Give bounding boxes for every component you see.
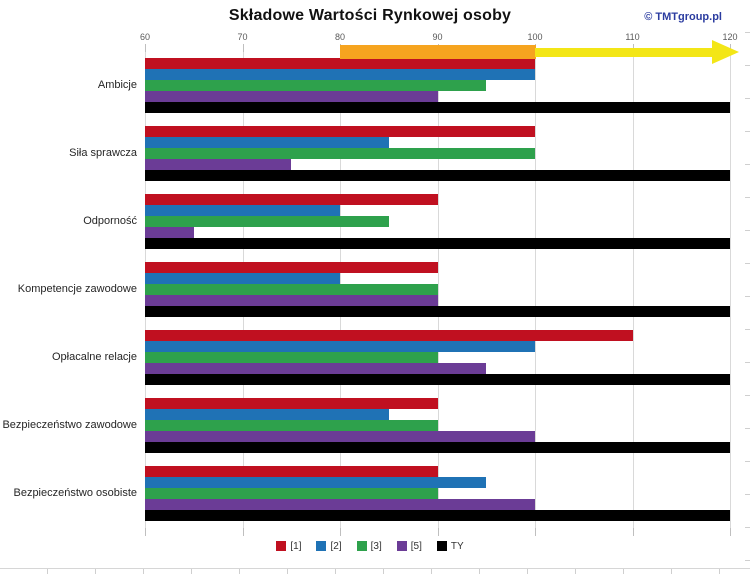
legend-item: [1] — [276, 541, 301, 552]
bar-5-3 — [145, 227, 194, 238]
bar-3-5 — [145, 352, 438, 363]
gridline — [437, 52, 439, 528]
bar-1-3 — [145, 194, 438, 205]
legend-swatch-icon — [356, 541, 367, 551]
bar-2-5 — [145, 341, 535, 352]
x-axis-tick-mark — [242, 44, 244, 52]
bar-2-1 — [145, 69, 535, 80]
gridline — [730, 52, 731, 528]
bar-2-4 — [145, 273, 340, 284]
bar-TY-4 — [145, 306, 730, 317]
bar-5-2 — [145, 159, 292, 170]
legend-label: [3] — [370, 540, 382, 552]
legend-swatch-icon — [436, 541, 447, 551]
x-axis-tick-mark — [535, 44, 536, 52]
legend-item: TY — [436, 540, 464, 552]
x-axis-tick-mark — [145, 44, 146, 52]
category-label: Kompetencje zawodowe — [17, 283, 137, 296]
bar-2-2 — [145, 137, 389, 148]
legend-swatch-icon — [396, 541, 407, 551]
x-axis-tick-mark — [437, 528, 439, 536]
bar-3-6 — [145, 420, 438, 431]
x-axis-tick-mark — [437, 44, 439, 52]
category-label: Bezpieczeństwo zawodowe — [2, 419, 137, 432]
bar-5-7 — [145, 499, 535, 510]
bar-5-1 — [145, 91, 438, 102]
bar-group — [145, 392, 730, 460]
bar-2-3 — [145, 205, 340, 216]
legend-swatch-icon — [316, 541, 327, 551]
bar-1-6 — [145, 398, 438, 409]
x-axis-tick-label: 120 — [722, 32, 738, 42]
x-axis-tick-label: 110 — [625, 32, 640, 42]
bar-1-4 — [145, 262, 438, 273]
legend-label: [2] — [330, 540, 342, 552]
bar-TY-2 — [145, 170, 730, 181]
category-label: Siła sprawcza — [69, 147, 137, 160]
x-axis-tick-mark — [535, 528, 536, 536]
legend-label: [1] — [290, 540, 302, 552]
category-label: Odporność — [83, 215, 137, 228]
plot-area — [145, 52, 731, 528]
copyright-watermark: © TMTgroup.pl — [644, 11, 722, 23]
x-axis-tick-label: 100 — [527, 32, 543, 42]
chart-title: Składowe Wartości Rynkowej osoby — [228, 7, 512, 24]
bar-TY-7 — [145, 510, 730, 521]
x-axis-tick-label: 70 — [237, 32, 248, 42]
x-axis-tick-mark — [242, 528, 244, 536]
x-axis-tick-mark — [730, 528, 731, 536]
bar-group — [145, 120, 730, 188]
category-label: Bezpieczeństwo osobiste — [13, 487, 137, 500]
bar-3-4 — [145, 284, 438, 295]
bar-group — [145, 460, 730, 528]
x-axis-tick-label: 90 — [432, 32, 443, 42]
x-axis-tick-mark — [145, 528, 146, 536]
legend: [1] [2] [3] [5] TY — [0, 538, 740, 554]
bar-TY-3 — [145, 238, 730, 249]
legend-item: [5] — [396, 540, 422, 552]
x-axis-tick-mark — [632, 528, 634, 536]
bar-5-4 — [145, 295, 438, 306]
bar-2-7 — [145, 477, 487, 488]
bar-1-5 — [145, 330, 633, 341]
gridline — [632, 52, 634, 528]
legend-swatch-icon — [276, 541, 287, 551]
bar-3-2 — [145, 148, 535, 159]
bar-3-7 — [145, 488, 438, 499]
x-axis-tick-label: 60 — [139, 32, 150, 42]
worksheet-row-line — [0, 568, 750, 569]
bar-1-1 — [145, 58, 535, 69]
bar-TY-1 — [145, 102, 730, 113]
x-axis-tick-label: 80 — [334, 32, 345, 42]
x-axis-tick-mark — [632, 44, 634, 52]
bar-TY-6 — [145, 442, 730, 453]
legend-item: [2] — [316, 540, 342, 552]
x-axis-tick-mark — [340, 528, 341, 536]
bar-group — [145, 256, 730, 324]
bar-5-6 — [145, 431, 535, 442]
gridline — [535, 52, 536, 528]
bar-rows — [145, 52, 730, 528]
x-axis-tick-mark — [730, 44, 731, 52]
bar-3-1 — [145, 80, 487, 91]
bar-5-5 — [145, 363, 487, 374]
bar-group — [145, 52, 730, 120]
bar-3-3 — [145, 216, 389, 227]
category-label: Ambicje — [97, 79, 137, 92]
x-axis-tick-mark — [340, 44, 341, 52]
bar-1-7 — [145, 466, 438, 477]
bar-2-6 — [145, 409, 389, 420]
bar-1-2 — [145, 126, 535, 137]
category-axis: Ambicje Siła sprawcza Odporność Kompetencje… — [0, 52, 137, 528]
bar-group — [145, 188, 730, 256]
legend-label: TY — [450, 540, 464, 552]
bar-group — [145, 324, 730, 392]
legend-item: [3] — [356, 540, 382, 552]
worksheet-column-ticks — [0, 569, 750, 574]
category-label: Opłacalne relacje — [52, 351, 137, 364]
worksheet-row-ticks — [745, 0, 750, 568]
bar-TY-5 — [145, 374, 730, 385]
legend-label: [5] — [410, 540, 422, 552]
